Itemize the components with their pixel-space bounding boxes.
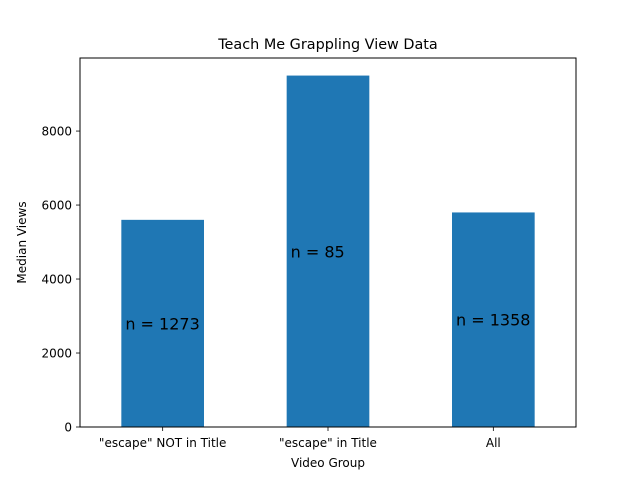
y-tick-label-2: 4000 (41, 273, 72, 287)
bar-0 (121, 219, 204, 427)
bars-layer (121, 75, 535, 428)
bar-2 (452, 212, 535, 427)
chart-title: Teach Me Grappling View Data (217, 37, 438, 53)
bar-label-1: n = 85 (291, 242, 345, 261)
x-axis-label: Video Group (291, 456, 365, 470)
y-axis-label: Median Views (15, 201, 29, 283)
bar-label-2: n = 1358 (456, 311, 530, 330)
x-tick-label-1: "escape" in Title (279, 436, 377, 450)
bar-label-0: n = 1273 (125, 314, 199, 333)
y-tick-label-1: 2000 (41, 347, 72, 361)
x-tick-label-2: All (486, 436, 501, 450)
y-tick-label-3: 6000 (41, 199, 72, 213)
bar-labels-layer: n = 1273 n = 85 n = 1358 (125, 242, 530, 333)
y-axis-ticks: 0 2000 4000 6000 8000 (41, 125, 80, 435)
bar-1 (286, 75, 370, 428)
x-tick-label-0: "escape" NOT in Title (99, 436, 226, 450)
y-tick-label-4: 8000 (41, 125, 72, 139)
x-axis-ticks: "escape" NOT in Title "escape" in Title Al… (99, 427, 501, 450)
y-tick-label-0: 0 (64, 421, 72, 435)
